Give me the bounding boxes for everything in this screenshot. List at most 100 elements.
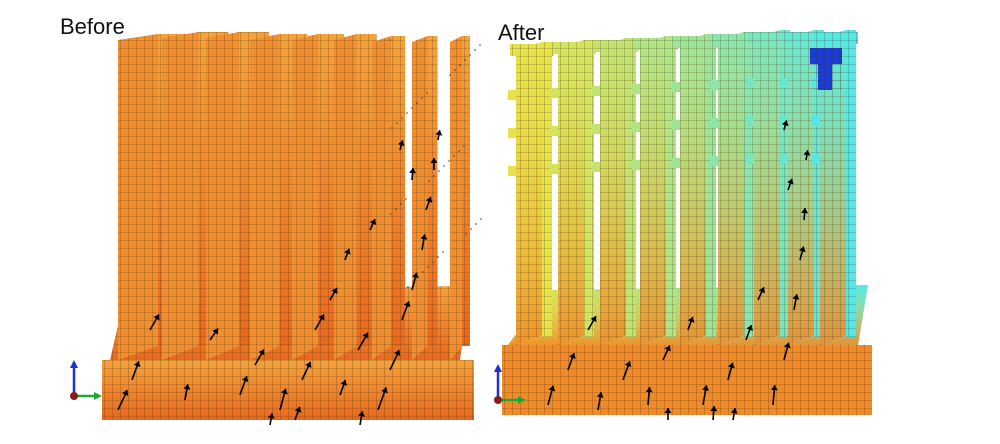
before-flow-arrow-14	[389, 349, 401, 371]
panel-after: After	[488, 0, 888, 444]
before-particle-5	[442, 251, 444, 253]
before-particle-33	[433, 175, 435, 177]
after-fin-stud-3-1	[592, 86, 600, 96]
after-fin-face-grid-3	[626, 38, 636, 337]
after-fin-stud-9-2	[812, 116, 820, 126]
after-fin-face-grid-6	[744, 32, 754, 337]
before-fin-side-grid-7	[372, 36, 391, 360]
before-y-axis-arrowhead	[94, 392, 102, 400]
before-flow-arrow-5	[209, 328, 219, 341]
before-flow-arrow-2	[131, 360, 141, 381]
before-fin-face-grid-9	[462, 36, 470, 346]
before-particle-36	[449, 74, 451, 76]
heat-sink-before-render	[70, 32, 482, 426]
after-fin-stud-4-1	[632, 84, 640, 94]
before-z-axis-arrowhead	[70, 360, 78, 368]
before-particle-19	[390, 213, 392, 215]
after-fin-side-grid-5	[680, 34, 706, 345]
before-particle-40	[407, 286, 409, 288]
after-fin-stud-9-3	[812, 154, 820, 164]
after-flow-arrow-6	[645, 386, 653, 406]
before-flow-arrow-19	[409, 167, 417, 181]
before-base-front-grid	[102, 360, 474, 420]
after-y-axis-arrowhead	[518, 396, 526, 404]
after-fin-stud-1-3	[508, 166, 516, 176]
before-fin-face-grid-6	[356, 34, 377, 346]
before-particle-15	[432, 261, 434, 263]
after-flow-arrows	[547, 120, 811, 421]
after-fin-cap-grid-4	[634, 38, 678, 50]
before-flow-arrow-9	[301, 361, 312, 381]
before-fin-face-grid-8	[427, 36, 438, 346]
before-particle-30	[417, 276, 419, 278]
after-fin-stud-7-3	[746, 154, 754, 164]
before-particle-23	[443, 165, 445, 167]
after-flow-arrow-7	[662, 345, 671, 361]
after-fin-cap-grid-3	[594, 40, 638, 52]
after-base-front-grid	[502, 345, 872, 415]
before-particle-28	[438, 170, 440, 172]
before-flow-arrow-7	[254, 349, 265, 366]
after-fin-side-grid-9	[820, 30, 846, 345]
after-fin-stud-6-3	[710, 156, 718, 166]
before-flow-arrow-23	[329, 287, 338, 301]
before-fin-side-grid-9	[450, 36, 462, 360]
after-fin-face-grid-1	[542, 42, 552, 337]
before-particle-18	[448, 160, 450, 162]
after-fin-cap-grid-5	[674, 36, 718, 48]
before-flow-arrow-8	[279, 388, 288, 411]
before-flow-arrow-21	[430, 158, 438, 170]
after-flow-arrow-4	[596, 392, 604, 411]
after-fin-stud-5-3	[672, 158, 680, 168]
before-particle-14	[395, 208, 397, 210]
before-flow-arrow-4	[183, 384, 191, 401]
before-particle-2	[426, 92, 428, 94]
before-flow-arrow-25	[344, 248, 351, 261]
before-particle-22	[406, 112, 408, 114]
after-flow-arrow-18	[787, 178, 794, 191]
before-particle-25	[422, 271, 424, 273]
after-fin-cap-grid-6	[712, 34, 756, 46]
panel-before: Before	[40, 0, 490, 444]
after-fin-stud-1-2	[508, 128, 516, 138]
after-flow-arrow-21	[710, 405, 718, 421]
after-fin-face-grid-5	[706, 34, 716, 337]
before-particle-26	[459, 64, 461, 66]
before-flow-arrow-10	[314, 314, 325, 331]
after-fin-face-grid-9	[846, 30, 856, 337]
after-fin-side-grid-3	[600, 38, 626, 345]
before-fin-side-grid-4	[250, 34, 280, 360]
after-fin-face-grid-7	[780, 30, 790, 337]
before-particle-6	[479, 44, 481, 46]
after-fin-side-grid-8	[788, 30, 814, 345]
after-axis-origin-dot	[494, 396, 502, 404]
before-flow-arrow-15	[401, 300, 411, 321]
before-particle-7	[421, 97, 423, 99]
panel-title-after: After	[498, 20, 545, 45]
before-flow-arrow-17	[420, 234, 428, 251]
after-flow-arrow-1	[547, 385, 556, 406]
after-flow-arrow-17	[801, 207, 809, 221]
after-fin-stud-7-1	[746, 78, 754, 88]
before-flow-arrows	[117, 130, 443, 426]
before-flow-arrow-11	[339, 379, 348, 396]
before-flow-arrow-28	[358, 411, 366, 426]
before-fin-face-grid-7	[391, 36, 405, 346]
after-flow-arrow-19	[803, 150, 811, 161]
before-flow-arrow-20	[397, 140, 405, 151]
after-flow-arrow-11	[745, 324, 754, 341]
after-fin-face-grid-8	[814, 30, 824, 337]
after-flow-arrow-20	[781, 120, 789, 131]
before-axis-triad-icon	[70, 360, 102, 400]
after-fin-stud-8-1	[780, 78, 788, 88]
before-fin-side-grid-3	[206, 32, 239, 360]
before-fin-side-grid-2	[162, 32, 199, 360]
after-flow-arrow-16	[798, 246, 806, 261]
before-particle-27	[401, 117, 403, 119]
after-fin-stud-2-1	[550, 88, 558, 98]
after-flow-arrow-8	[687, 316, 695, 331]
after-fin-stud-2-2	[550, 126, 558, 136]
before-particle-13	[453, 155, 455, 157]
before-flow-arrow-18	[425, 196, 433, 211]
before-particle-10	[437, 256, 439, 258]
